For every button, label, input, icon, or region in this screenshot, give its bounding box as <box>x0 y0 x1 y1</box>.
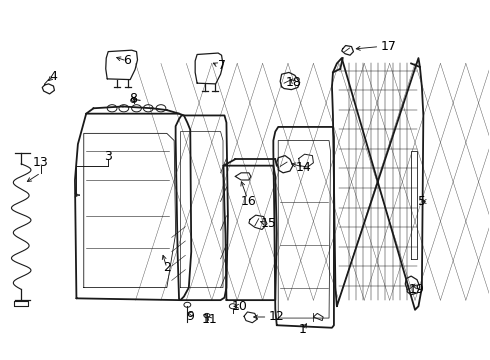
Text: 17: 17 <box>381 40 397 53</box>
Text: 16: 16 <box>241 195 257 208</box>
Text: 11: 11 <box>202 312 218 326</box>
Text: 19: 19 <box>409 283 425 296</box>
Text: 5: 5 <box>418 195 426 208</box>
Text: 13: 13 <box>33 156 49 169</box>
Text: 18: 18 <box>286 76 302 89</box>
Text: 4: 4 <box>49 69 57 82</box>
Text: 15: 15 <box>261 217 276 230</box>
Text: 10: 10 <box>231 300 247 313</box>
Text: 9: 9 <box>186 310 194 324</box>
Text: 12: 12 <box>269 310 284 324</box>
Text: 6: 6 <box>123 54 131 67</box>
Text: 7: 7 <box>218 59 225 72</box>
Text: 1: 1 <box>299 323 307 336</box>
Text: 14: 14 <box>296 161 312 174</box>
Text: 8: 8 <box>129 93 138 105</box>
Text: 3: 3 <box>104 150 112 163</box>
Text: 2: 2 <box>163 261 171 274</box>
